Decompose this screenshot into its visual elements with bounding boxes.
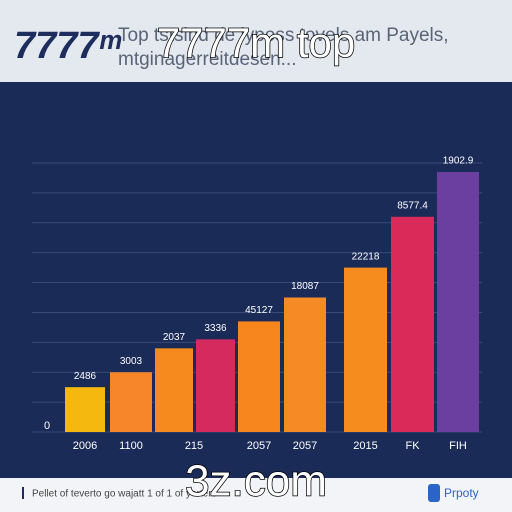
subtitle: mtginagerreitdesen... [118,49,297,70]
y-tick-label: 0 [44,420,50,432]
bar [391,216,434,432]
bar-label: 18087 [291,281,319,292]
bar-label: 3003 [120,356,143,367]
bar [110,372,152,432]
x-tick-label: 2015 [353,440,377,452]
footer-bar [22,487,24,499]
bar [284,297,326,432]
bar [437,171,479,432]
bar-label: 2037 [163,332,186,343]
bar-label: 1902.9 [443,156,474,167]
bar [344,267,387,432]
bar-label: 45127 [245,305,273,316]
bar [238,321,280,432]
bar-label: 22218 [352,251,380,262]
subtitle: Top tstsind de lyposs tovels am Payels, [118,25,449,46]
bar-label: 8577.4 [397,200,428,211]
x-tick-label: 2057 [247,440,271,452]
bar [65,387,105,432]
bar-label: 2486 [74,371,97,382]
bar [196,339,235,432]
x-tick-label: FK [405,440,420,452]
footer-text: Pellet of teverto go wajatt 1 of 1 of ye… [32,489,217,500]
x-tick-label: 1100 [119,440,143,452]
bar-label: 3336 [204,323,227,334]
footer-icon [428,484,440,502]
header [0,0,512,82]
watermark: 3z.com [185,457,327,506]
x-tick-label: 2057 [293,440,317,452]
logo: 7777ᵐ [14,25,122,67]
x-tick-label: 2006 [73,440,97,452]
footer-logo: Prpoty [444,486,479,500]
x-tick-label: FIH [449,440,467,452]
bar [155,348,193,432]
footer [0,478,512,512]
overlay-title: 7777m top [157,19,355,66]
x-tick-label: 215 [185,440,203,452]
